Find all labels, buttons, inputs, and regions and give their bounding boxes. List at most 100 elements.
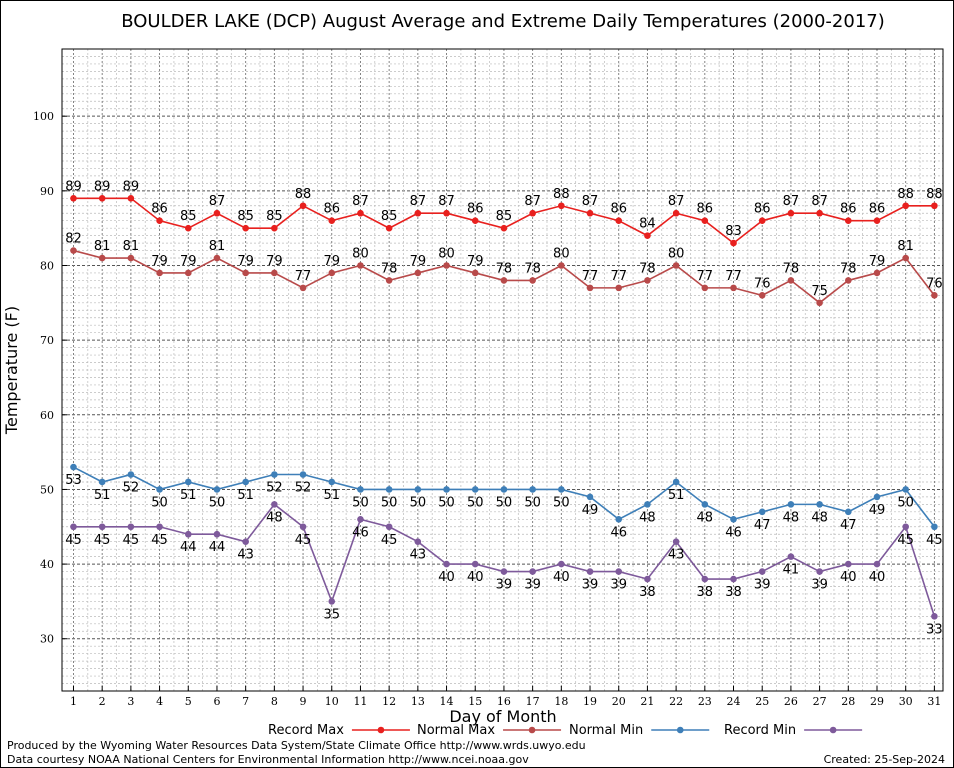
data-point [730, 284, 737, 292]
data-label: 79 [180, 254, 197, 269]
x-tick-label: 9 [300, 695, 307, 708]
data-point [787, 209, 795, 217]
data-label: 87 [410, 194, 427, 209]
data-point [730, 239, 737, 247]
data-label: 78 [783, 261, 800, 276]
data-point [902, 254, 909, 262]
data-label: 52 [266, 481, 283, 496]
data-label: 77 [610, 269, 627, 284]
data-label: 76 [754, 276, 771, 291]
data-point [127, 471, 135, 478]
x-tick-label: 10 [325, 695, 339, 708]
data-label: 85 [180, 209, 197, 224]
data-point [127, 523, 135, 531]
data-point [271, 269, 278, 277]
data-point [242, 224, 249, 232]
data-label: 77 [582, 269, 599, 284]
data-point [615, 516, 623, 523]
data-point [443, 262, 450, 269]
data-point [242, 478, 249, 486]
data-point [299, 202, 307, 210]
data-point [156, 486, 163, 493]
data-point [414, 269, 422, 277]
data-label: 80 [668, 246, 685, 261]
data-label: 78 [524, 261, 541, 276]
data-point [471, 486, 479, 493]
data-point [615, 568, 623, 575]
data-point [500, 568, 508, 575]
data-label: 87 [352, 194, 369, 209]
data-point [586, 493, 594, 501]
data-label: 88 [295, 187, 312, 202]
data-point [70, 523, 77, 531]
y-tick-label: 40 [40, 558, 54, 571]
data-label: 79 [323, 254, 340, 269]
data-point [184, 224, 192, 232]
data-point [213, 486, 221, 493]
data-point [701, 217, 709, 224]
data-label: 51 [237, 488, 254, 503]
data-point [844, 217, 852, 224]
data-point [385, 523, 393, 531]
data-point [558, 202, 565, 210]
data-label: 45 [295, 533, 312, 548]
data-label: 48 [639, 510, 656, 525]
data-point [184, 530, 192, 538]
legend-label: Record Min [724, 723, 796, 738]
data-point [184, 478, 192, 486]
data-point [271, 501, 278, 508]
data-label: 52 [123, 481, 140, 496]
legend-label: Normal Min [569, 723, 643, 738]
x-tick-label: 2 [99, 695, 106, 708]
data-label: 45 [65, 533, 82, 548]
data-label: 40 [869, 570, 886, 585]
data-label: 40 [840, 570, 857, 585]
data-label: 86 [467, 202, 484, 217]
data-label: 79 [151, 254, 168, 269]
data-label: 52 [295, 481, 312, 496]
x-tick-label: 27 [813, 695, 827, 708]
data-point [98, 478, 106, 486]
y-tick-label: 80 [40, 259, 54, 272]
data-label: 88 [926, 187, 943, 202]
data-label: 38 [725, 585, 742, 600]
data-label: 49 [869, 503, 886, 518]
data-point [299, 284, 307, 292]
data-label: 85 [237, 209, 254, 224]
data-label: 44 [180, 540, 197, 555]
data-point [98, 254, 106, 262]
data-point [127, 254, 135, 262]
data-point [844, 508, 852, 516]
data-label: 39 [582, 578, 599, 593]
data-point [586, 568, 594, 575]
data-point [529, 486, 536, 493]
data-label: 39 [610, 578, 627, 593]
x-tick-label: 25 [755, 695, 769, 708]
data-label: 78 [840, 261, 857, 276]
data-point [471, 560, 479, 568]
data-label: 43 [410, 548, 427, 563]
data-point [70, 463, 77, 471]
data-point [328, 598, 336, 605]
data-label: 48 [266, 510, 283, 525]
data-label: 45 [897, 533, 914, 548]
data-label: 50 [496, 495, 513, 510]
data-point [931, 523, 938, 531]
data-label: 85 [266, 209, 283, 224]
y-tick-label: 100 [33, 110, 54, 123]
data-label: 80 [352, 246, 369, 261]
y-tick-label: 30 [40, 633, 54, 646]
data-label: 40 [438, 570, 455, 585]
data-point [816, 568, 823, 575]
data-point [299, 471, 307, 478]
data-label: 39 [524, 578, 541, 593]
data-point [443, 209, 450, 217]
data-label: 75 [811, 284, 828, 299]
data-point [615, 284, 623, 292]
data-label: 53 [65, 473, 82, 488]
y-tick-label: 90 [40, 185, 54, 198]
data-label: 82 [65, 232, 82, 247]
x-tick-label: 21 [640, 695, 654, 708]
data-label: 87 [783, 194, 800, 209]
